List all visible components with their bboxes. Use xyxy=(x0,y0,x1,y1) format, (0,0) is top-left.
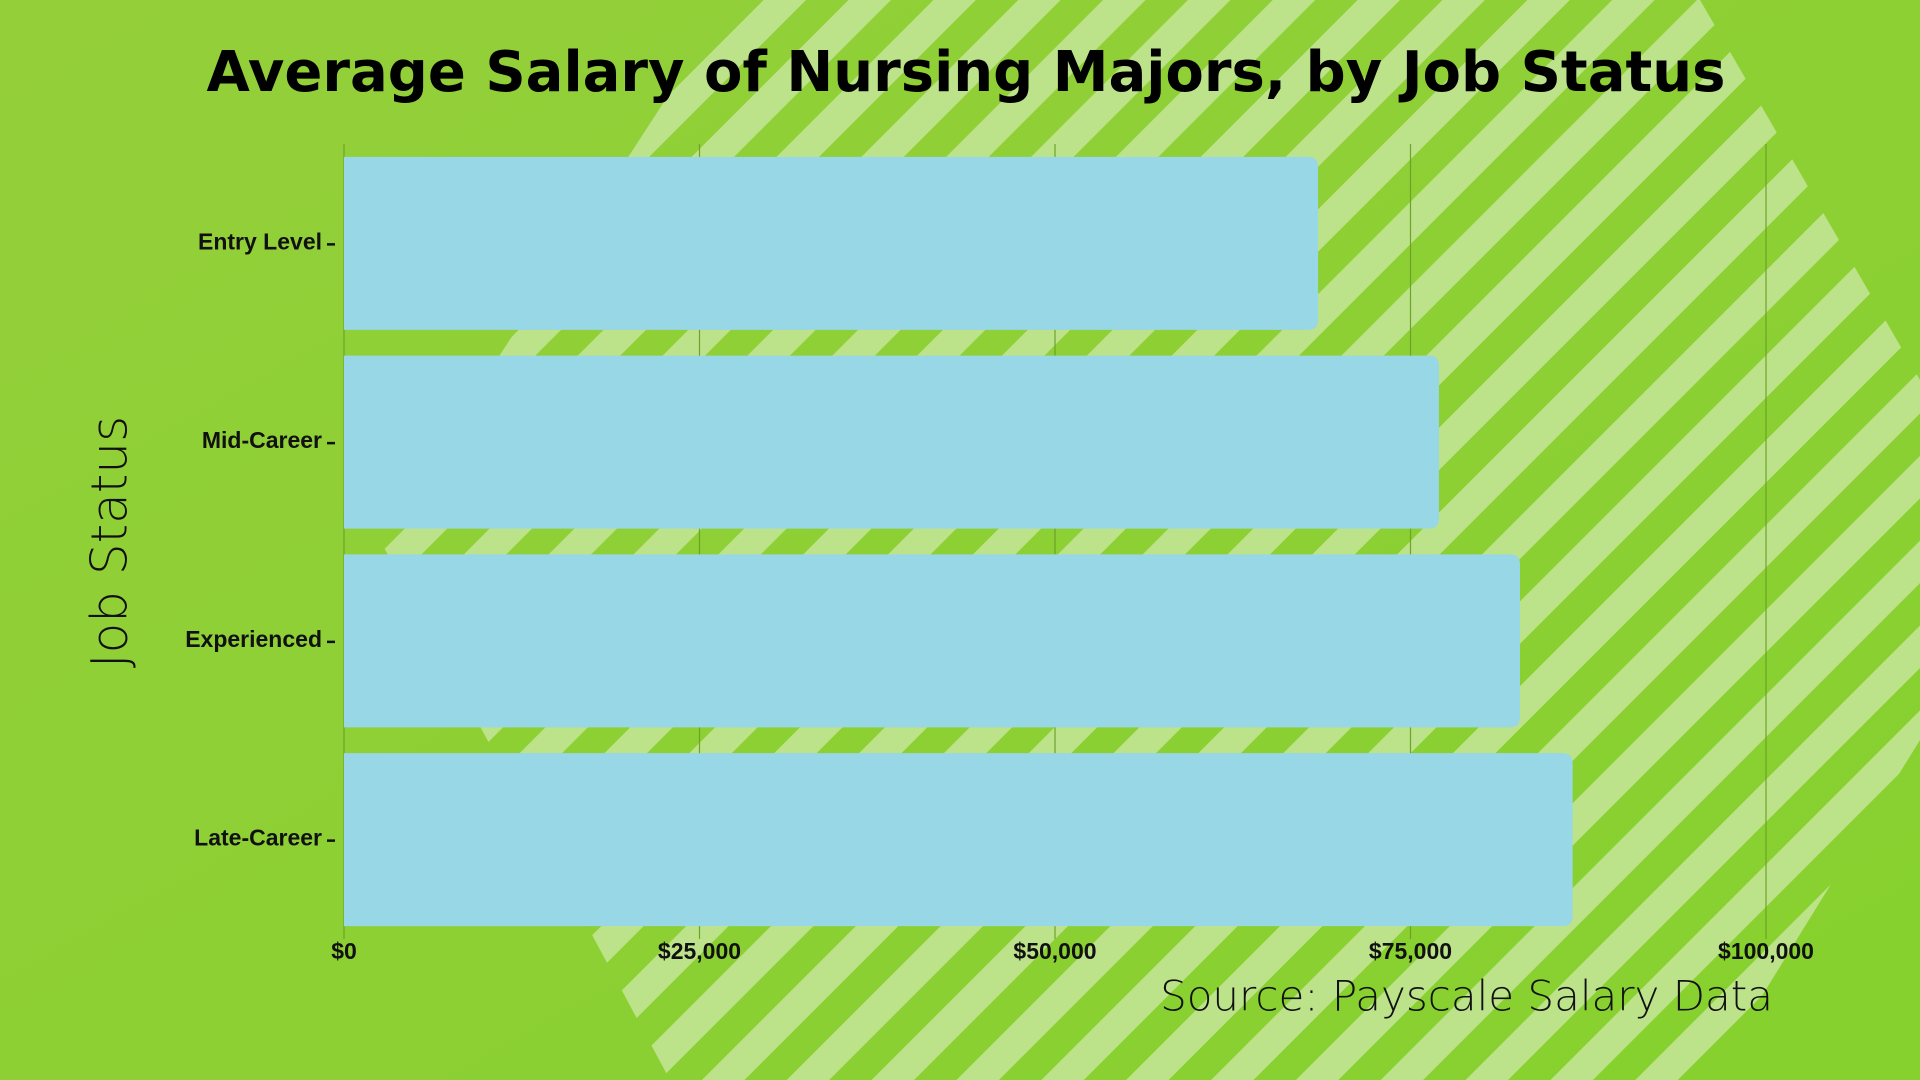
y-axis-label: Job Status xyxy=(81,416,139,668)
x-tick-label: $100,000 xyxy=(1718,938,1814,964)
bar xyxy=(344,156,1319,330)
bar xyxy=(344,554,1520,728)
chart-title: Average Salary of Nursing Majors, by Job… xyxy=(207,40,1726,105)
bar xyxy=(344,753,1573,927)
x-tick-label: $75,000 xyxy=(1369,938,1452,964)
bar xyxy=(344,355,1439,529)
x-tick-label: $50,000 xyxy=(1013,938,1096,964)
x-tick-label: $0 xyxy=(331,938,357,964)
x-tick-label: $25,000 xyxy=(658,938,741,964)
y-tick-label: Mid-Career xyxy=(202,427,322,453)
plot-area: $0 $25,000 $50,000 $75,000 $100,000 Entry Lev… xyxy=(185,144,1814,964)
source-note: Source: Payscale Salary Data xyxy=(1160,972,1773,1021)
y-tick-label: Entry Level xyxy=(198,228,322,254)
y-tick-label: Late-Career xyxy=(194,825,322,851)
y-tick-label: Experienced xyxy=(185,626,322,652)
